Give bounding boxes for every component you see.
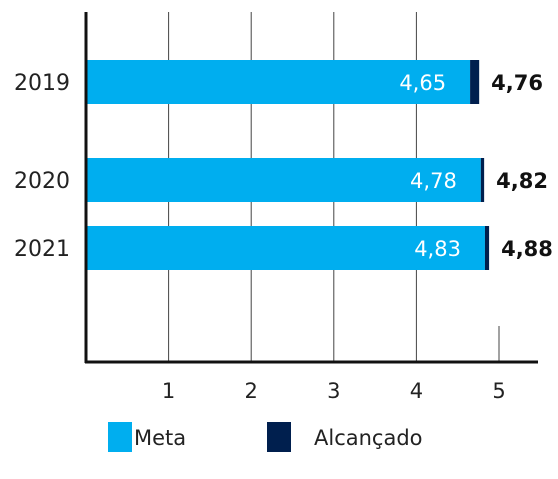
axes (84, 12, 538, 364)
data-label-alcancado-2021: 4,88 (501, 237, 553, 261)
legend-label-1: Alcançado (314, 426, 423, 450)
bars (86, 60, 490, 270)
bar-meta-2021 (86, 226, 485, 270)
bar-alcancado-2019 (470, 60, 480, 104)
bar-meta-2019 (86, 60, 471, 104)
data-label-alcancado-2020: 4,82 (496, 169, 548, 193)
data-label-meta-2021: 4,83 (414, 237, 461, 261)
category-label-2021: 2021 (14, 237, 70, 262)
category-label-2020: 2020 (14, 169, 70, 194)
x-tick-label-2: 2 (245, 379, 258, 403)
legend-label-0: Meta (134, 426, 186, 450)
bar-alcancado-2021 (484, 226, 490, 270)
data-label-alcancado-2019: 4,76 (491, 71, 543, 95)
bar-alcancado-2020 (480, 158, 485, 202)
legend-swatch-0 (108, 422, 132, 452)
bar-meta-2020 (86, 158, 481, 202)
x-tick-label-1: 1 (162, 379, 175, 403)
x-tick-label-5: 5 (492, 379, 505, 403)
x-tick-label-3: 3 (327, 379, 340, 403)
legend: Meta Alcançado (108, 422, 423, 452)
legend-swatch-1 (267, 422, 291, 452)
x-tick-label-4: 4 (410, 379, 423, 403)
category-label-2019: 2019 (14, 71, 70, 96)
data-label-meta-2019: 4,65 (399, 71, 446, 95)
data-label-meta-2020: 4,78 (410, 169, 457, 193)
labels: 2019 4,65 4,76 2020 4,78 4,82 2021 4,83 4,88 1 2 3 4… (14, 71, 553, 403)
